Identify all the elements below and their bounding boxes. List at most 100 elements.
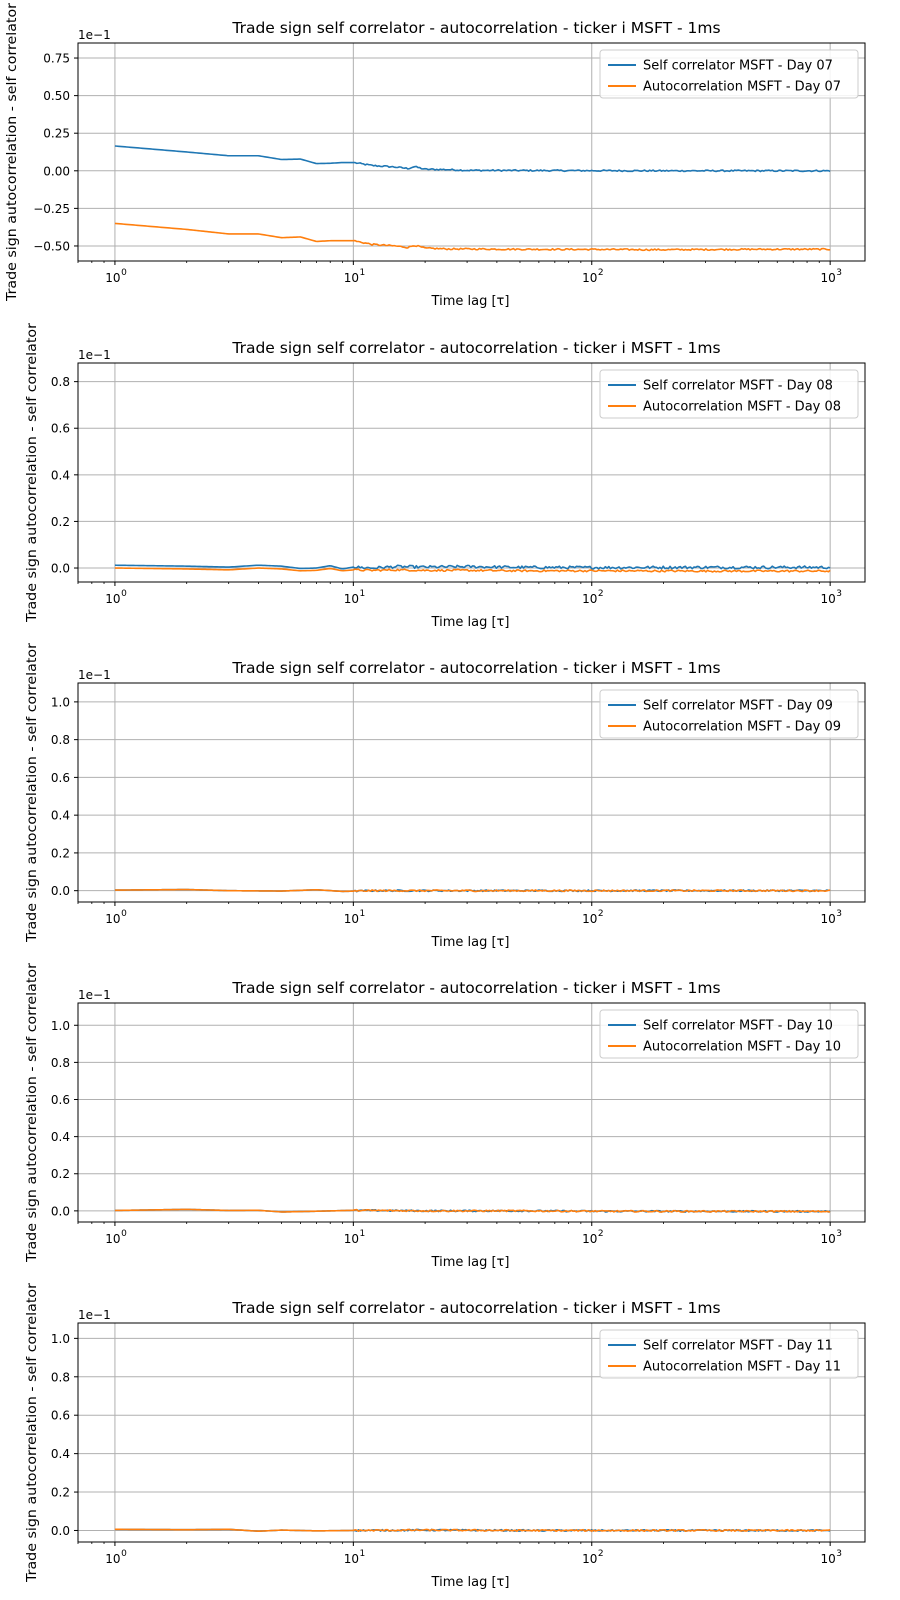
x-tick-exponent: 2: [598, 1229, 604, 1239]
axes-frame: [77, 362, 866, 583]
axes-frame: [77, 682, 866, 903]
x-tick-exponent: 3: [836, 1229, 842, 1239]
y-axis-label: Trade sign autocorrelation - self correl…: [25, 962, 40, 1263]
chart-title: Trade sign self correlator - autocorrela…: [231, 979, 720, 997]
y-tick-label: 0.8: [51, 1056, 70, 1070]
x-tick-label: 10: [344, 271, 359, 285]
chart-title: Trade sign self correlator - autocorrela…: [231, 659, 720, 677]
x-tick-label: 10: [105, 1552, 120, 1566]
x-tick-exponent: 3: [836, 1549, 842, 1559]
x-tick-label: 10: [582, 1552, 597, 1566]
y-tick-label: 0.6: [51, 1409, 70, 1423]
axes-frame: [77, 1002, 866, 1223]
series-line-1: [114, 145, 831, 173]
legend-box: [599, 1009, 859, 1059]
y-tick-label: 0.6: [51, 771, 70, 785]
y-axis-label: Trade sign autocorrelation - self correl…: [25, 1282, 40, 1583]
y-tick-label: 0.50: [43, 89, 70, 103]
legend-label-1: Self correlator MSFT - Day 11: [643, 1339, 833, 1354]
x-tick-label: 10: [582, 271, 597, 285]
chart-panel-4: 10 0 10 1 10 2 10 30.00.20.40.60.81.01e−1 Trade …: [25, 962, 866, 1270]
y-tick-label: 0.0: [51, 884, 70, 898]
x-axis-label: Time lag [τ]: [431, 615, 510, 630]
x-tick-exponent: 2: [598, 1549, 604, 1559]
legend-label-2: Autocorrelation MSFT - Day 09: [643, 720, 841, 735]
series-line-2: [114, 222, 831, 252]
y-tick-label: 0.25: [43, 127, 70, 141]
y-tick-label: 0.2: [51, 1486, 70, 1500]
x-tick-exponent: 1: [359, 909, 365, 919]
legend-label-1: Self correlator MSFT - Day 09: [643, 699, 833, 714]
y-offset-text: 1e−1: [78, 348, 111, 362]
x-tick-label: 10: [582, 1232, 597, 1246]
x-tick-label: 10: [105, 592, 120, 606]
x-tick-label: 10: [821, 592, 836, 606]
x-tick-label: 10: [582, 592, 597, 606]
y-tick-label: 1.0: [51, 1332, 70, 1346]
y-tick-label: 0.4: [51, 468, 70, 482]
x-tick-label: 10: [821, 1552, 836, 1566]
y-tick-label: 0.8: [51, 375, 70, 389]
y-tick-label: 0.6: [51, 422, 70, 436]
x-axis-label: Time lag [τ]: [431, 1255, 510, 1270]
x-tick-exponent: 2: [598, 268, 604, 278]
y-tick-label: 0.00: [43, 164, 70, 178]
legend-label-1: Self correlator MSFT - Day 07: [643, 59, 833, 74]
y-offset-text: 1e−1: [78, 988, 111, 1002]
legend-box: [599, 689, 859, 739]
x-tick-exponent: 1: [359, 1229, 365, 1239]
y-offset-text: 1e−1: [78, 668, 111, 682]
legend-box: [599, 49, 859, 99]
legend-label-1: Self correlator MSFT - Day 08: [643, 379, 833, 394]
y-tick-label: 0.4: [51, 809, 70, 823]
x-tick-exponent: 2: [598, 909, 604, 919]
chart-title: Trade sign self correlator - autocorrela…: [231, 1299, 720, 1317]
x-tick-label: 10: [582, 912, 597, 926]
y-tick-label: 0.75: [43, 52, 70, 66]
y-tick-label: 0.8: [51, 1370, 70, 1384]
x-tick-exponent: 3: [836, 589, 842, 599]
chart-panel-1: 10 0 10 1 10 2 10 3−0.50−0.250.000.250.500.751e…: [5, 2, 866, 309]
x-tick-exponent: 0: [121, 268, 127, 278]
y-tick-label: 0.8: [51, 733, 70, 747]
x-tick-exponent: 0: [121, 1229, 127, 1239]
y-tick-label: 0.0: [51, 1204, 70, 1218]
y-tick-label: −0.50: [33, 239, 70, 253]
y-tick-label: 1.0: [51, 1019, 70, 1033]
y-axis-label: Trade sign autocorrelation - self correl…: [25, 642, 40, 943]
x-tick-label: 10: [344, 1232, 359, 1246]
y-tick-label: 0.4: [51, 1130, 70, 1144]
x-tick-exponent: 1: [359, 589, 365, 599]
y-tick-label: 1.0: [51, 695, 70, 709]
chart-panel-3: 10 0 10 1 10 2 10 30.00.20.40.60.81.01e−1 Trade …: [25, 642, 866, 950]
x-tick-label: 10: [105, 1232, 120, 1246]
chart-panel-5: 10 0 10 1 10 2 10 30.00.20.40.60.81.01e−1 Trade …: [25, 1282, 866, 1590]
legend-label-2: Autocorrelation MSFT - Day 07: [643, 80, 841, 95]
y-axis-label: Trade sign autocorrelation - self correl…: [5, 2, 20, 302]
series-line-1: [114, 564, 831, 570]
chart-title: Trade sign self correlator - autocorrela…: [231, 19, 720, 37]
chart-panel-2: 10 0 10 1 10 2 10 30.00.20.40.60.81e−1 Trade sig…: [25, 322, 866, 630]
axes-frame: [77, 1322, 866, 1543]
x-tick-label: 10: [344, 912, 359, 926]
y-tick-label: 0.4: [51, 1447, 70, 1461]
y-axis-label: Trade sign autocorrelation - self correl…: [25, 322, 40, 623]
legend-box: [599, 1329, 859, 1379]
x-tick-exponent: 3: [836, 909, 842, 919]
y-tick-label: −0.25: [33, 202, 70, 216]
series-line-2: [114, 888, 831, 893]
x-axis-label: Time lag [τ]: [431, 935, 510, 950]
x-tick-label: 10: [821, 912, 836, 926]
y-tick-label: 0.2: [51, 1167, 70, 1181]
x-tick-label: 10: [821, 271, 836, 285]
x-tick-exponent: 1: [359, 1549, 365, 1559]
x-tick-exponent: 0: [121, 589, 127, 599]
series-line-2: [114, 567, 831, 573]
x-tick-label: 10: [105, 271, 120, 285]
y-tick-label: 0.0: [51, 562, 70, 576]
x-tick-exponent: 0: [121, 909, 127, 919]
series-line-2: [114, 1528, 831, 1533]
y-offset-text: 1e−1: [78, 1308, 111, 1322]
x-tick-exponent: 3: [836, 268, 842, 278]
